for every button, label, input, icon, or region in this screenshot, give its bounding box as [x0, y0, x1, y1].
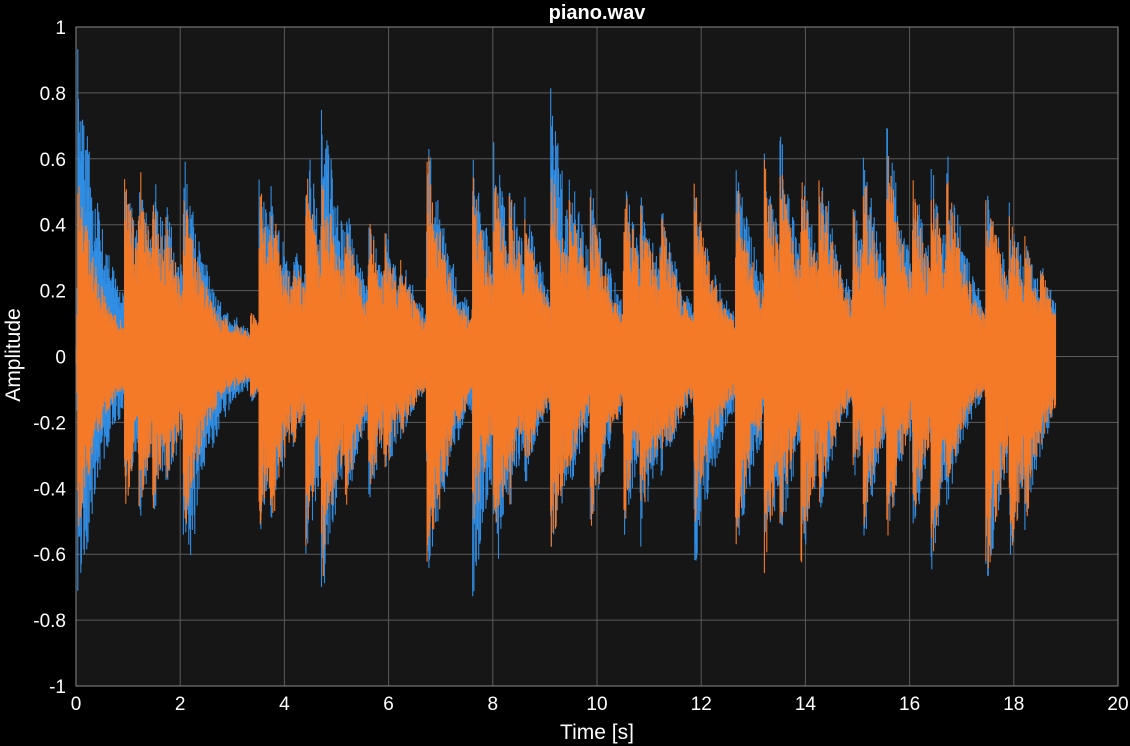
x-axis-label: Time [s] [560, 721, 634, 744]
x-tick-labels: 0 2 4 6 8 10 12 14 16 18 20 [71, 694, 1129, 715]
y-tick-label: 0.6 [40, 150, 66, 171]
y-axis-label: Amplitude [2, 308, 25, 401]
x-tick-label: 2 [175, 694, 186, 715]
y-tick-label: -0.8 [33, 611, 66, 632]
x-tick-label: 4 [279, 694, 290, 715]
x-tick-label: 14 [795, 694, 817, 715]
x-tick-label: 0 [71, 694, 82, 715]
y-tick-label: 0.2 [40, 282, 66, 303]
y-tick-label: -0.2 [33, 413, 66, 434]
x-tick-label: 12 [691, 694, 712, 715]
y-tick-labels: 1 0.8 0.6 0.4 0.2 0 -0.2 -0.4 -0.6 -0.8 -1 [33, 18, 66, 698]
x-tick-label: 18 [1003, 694, 1024, 715]
y-tick-label: 0.4 [40, 216, 67, 237]
x-tick-label: 10 [586, 694, 607, 715]
x-tick-label: 20 [1107, 694, 1128, 715]
x-tick-label: 16 [899, 694, 920, 715]
chart-title: piano.wav [549, 2, 647, 24]
y-tick-label: 0 [55, 348, 66, 369]
x-tick-label: 8 [488, 694, 499, 715]
x-tick-label: 6 [383, 694, 394, 715]
y-tick-label: 1 [55, 18, 66, 39]
y-tick-label: -0.4 [33, 479, 66, 500]
y-tick-label: -1 [49, 677, 66, 698]
y-tick-label: 0.8 [40, 84, 66, 105]
y-tick-label: -0.6 [33, 545, 66, 566]
plot-frame [75, 26, 1119, 687]
